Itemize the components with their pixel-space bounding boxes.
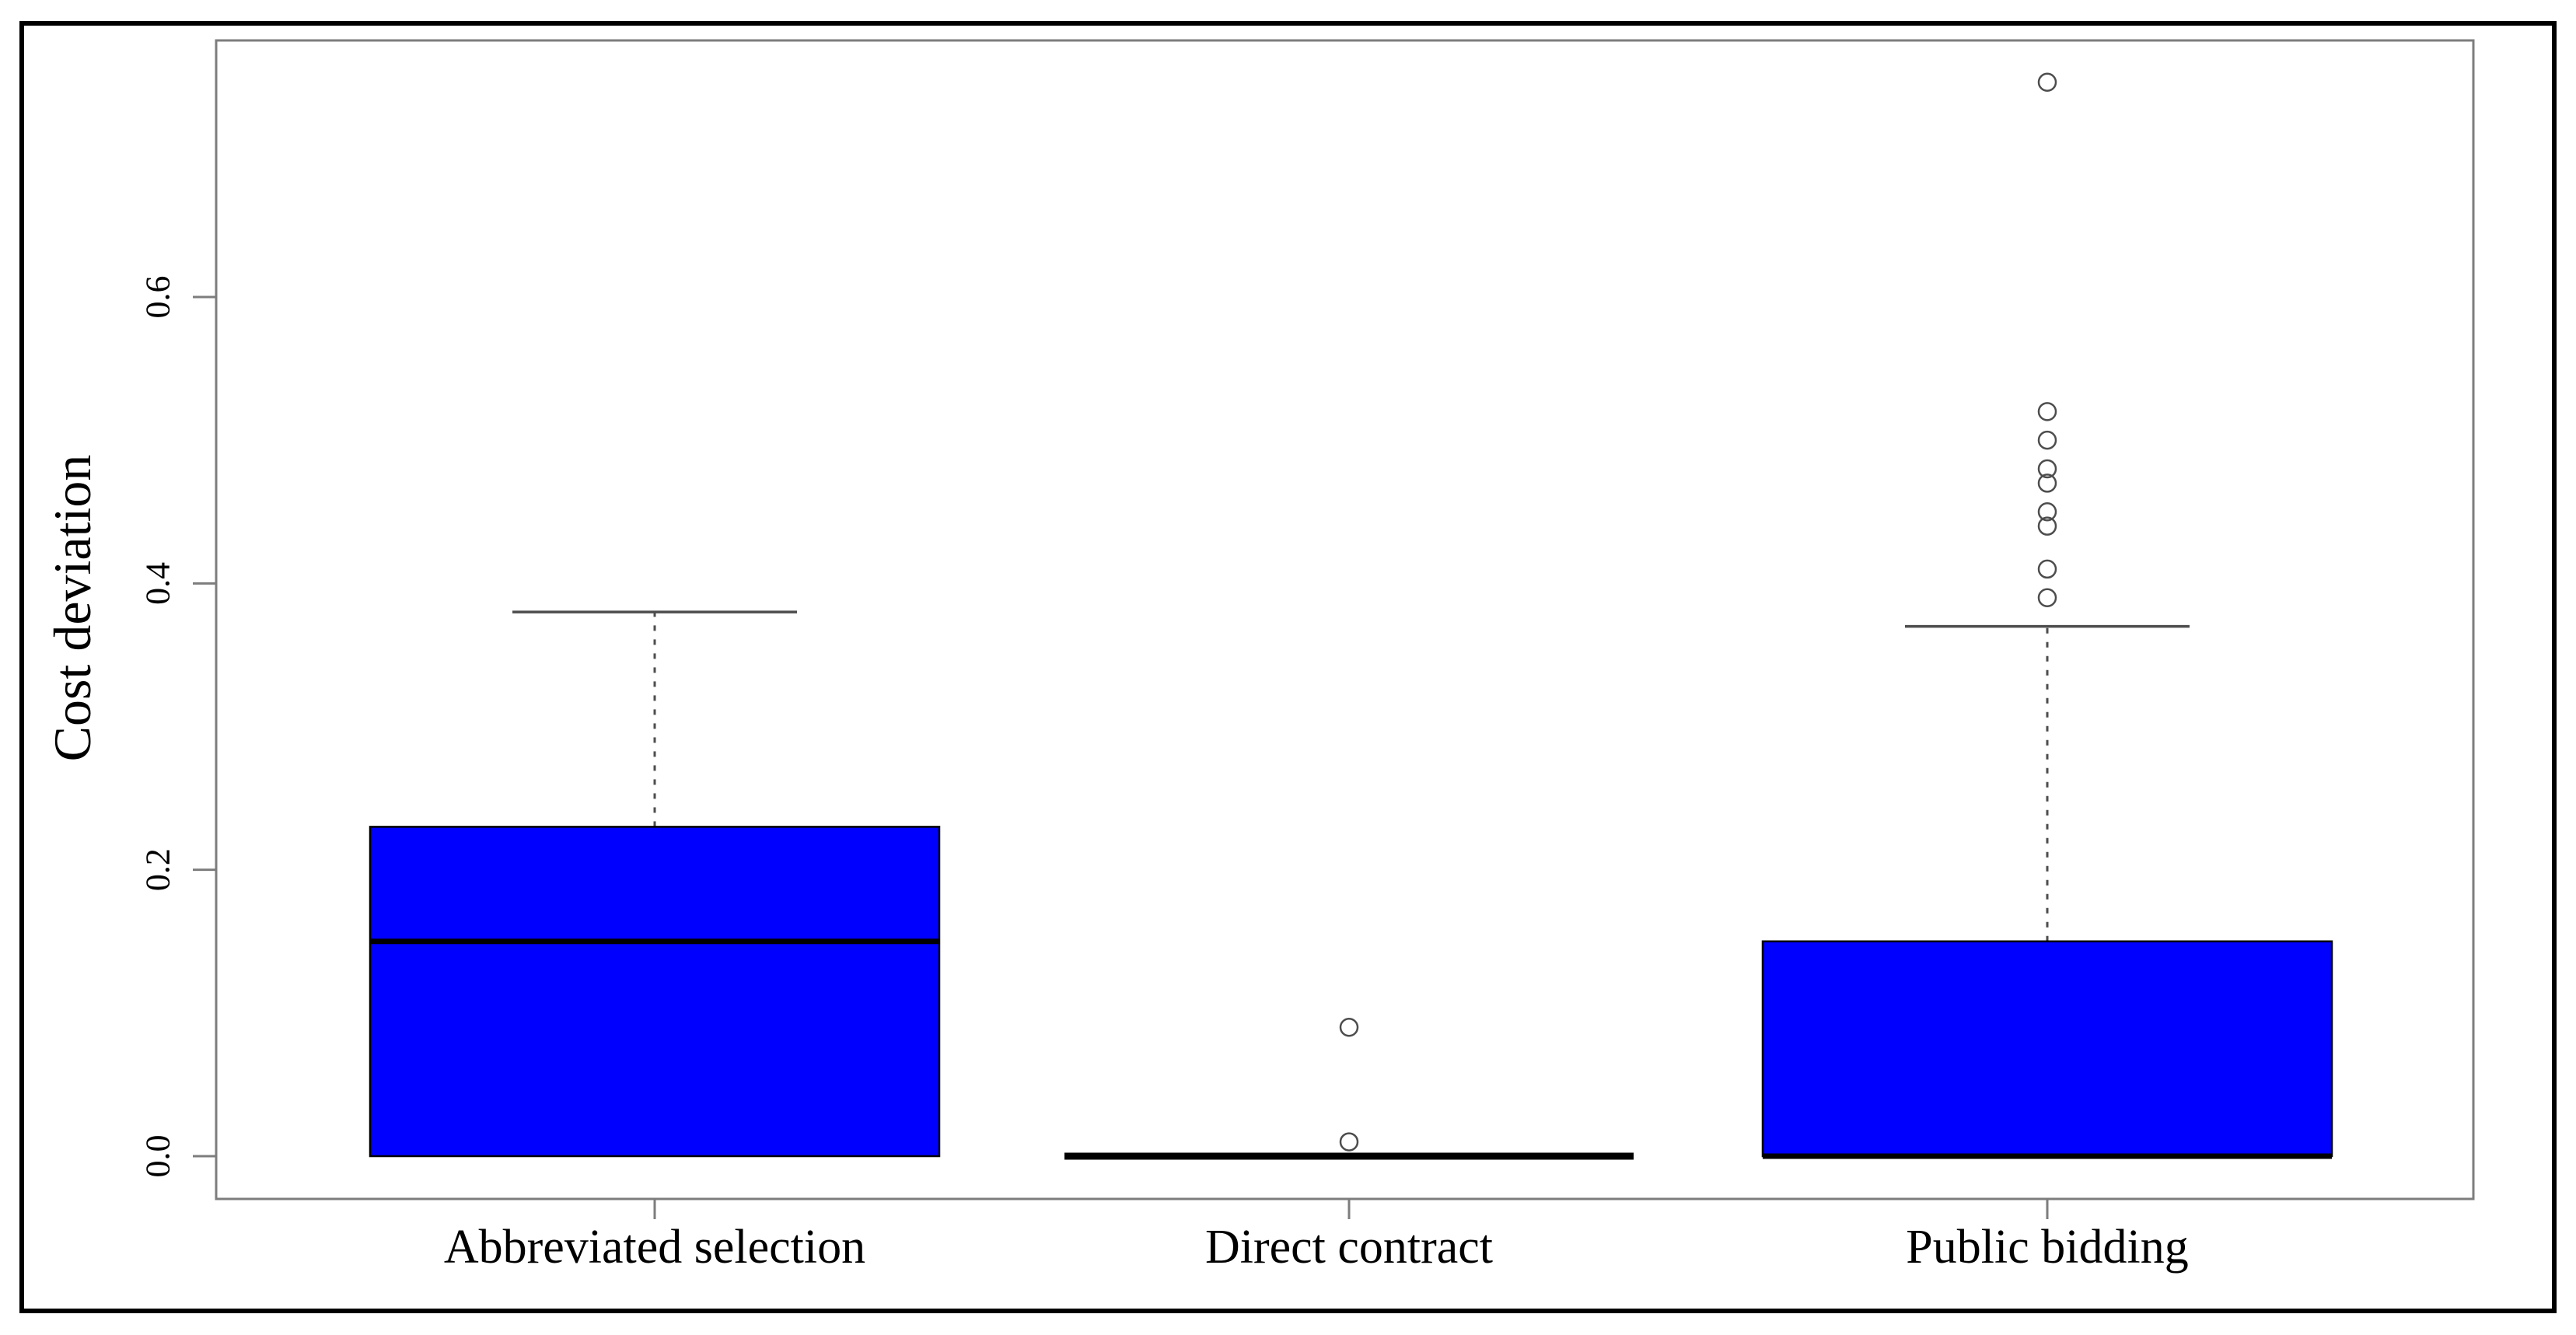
outlier-point xyxy=(2037,516,2057,536)
outlier-point xyxy=(2037,501,2057,522)
y-axis-title: Cost deviation xyxy=(43,455,102,762)
box-rect xyxy=(369,826,941,1158)
outlier-point xyxy=(1339,1017,1359,1037)
outlier-point xyxy=(2037,474,2057,493)
y-axis-tick-label: 0.4 xyxy=(139,562,177,605)
y-axis-tick-label: 0.6 xyxy=(139,275,177,318)
outlier-point xyxy=(2037,402,2057,421)
category-label: Direct contract xyxy=(1205,1221,1493,1274)
outlier-point xyxy=(2037,559,2057,579)
outlier-point xyxy=(2037,430,2057,450)
figure-frame xyxy=(19,21,2557,1313)
outlier-point xyxy=(2037,459,2057,479)
y-axis-tick-label: 0.2 xyxy=(139,848,177,891)
plot-border xyxy=(215,39,2475,1200)
outlier-point xyxy=(1339,1132,1359,1152)
outlier-point xyxy=(2037,72,2057,92)
y-axis-tick-label: 0.0 xyxy=(139,1135,177,1178)
outlier-point xyxy=(2037,588,2057,607)
category-label: Abbreviated selection xyxy=(444,1221,865,1274)
box-rect xyxy=(1761,940,2333,1158)
category-label: Public bidding xyxy=(1906,1221,2188,1274)
